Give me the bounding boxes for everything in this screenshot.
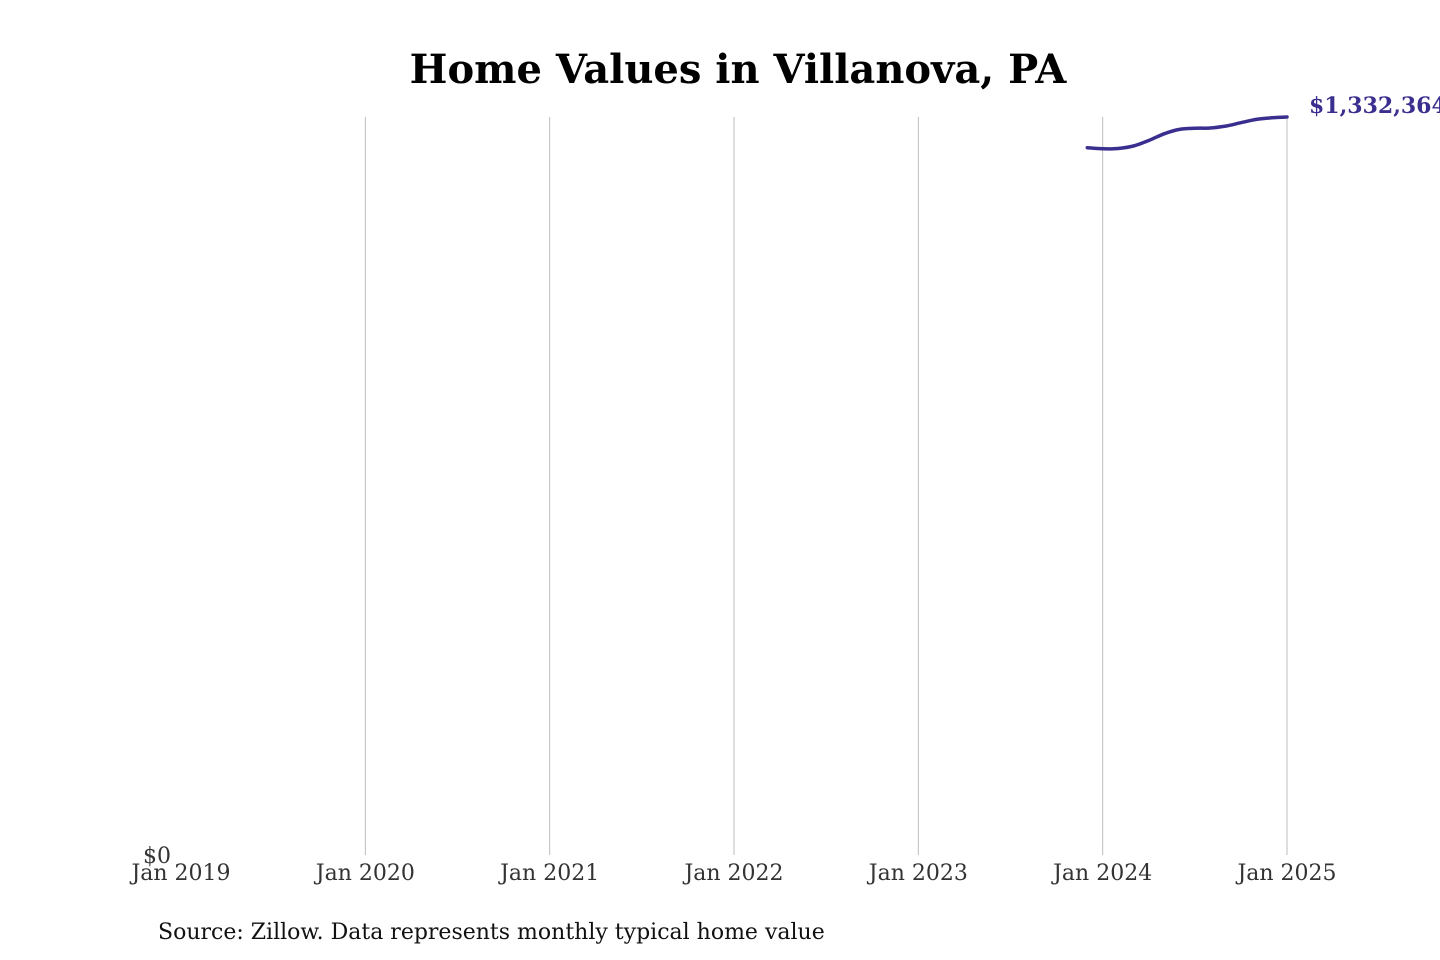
- gridlines: [364, 117, 1288, 855]
- x-tick-label: Jan 2019: [129, 861, 230, 886]
- x-axis-tick-labels: Jan 2019 Jan 2020 Jan 2021 Jan 2022 Jan 2023…: [129, 861, 1336, 886]
- x-tick-label: Jan 2022: [682, 861, 783, 886]
- y-tick-label: $0: [143, 844, 171, 869]
- x-tick-label: Jan 2021: [498, 861, 599, 886]
- x-tick-label: Jan 2020: [314, 861, 415, 886]
- series-group: [1085, 115, 1289, 151]
- chart-title: Home Values in Villanova, PA: [410, 46, 1068, 93]
- x-tick-label: Jan 2023: [867, 861, 968, 886]
- y-axis-tick-labels: $0: [143, 844, 171, 869]
- source-note: Source: Zillow. Data represents monthly …: [158, 920, 825, 945]
- last-value-label: $1,332,364: [1309, 93, 1440, 119]
- series-line: [1085, 115, 1289, 151]
- x-tick-label: Jan 2025: [1235, 861, 1336, 886]
- x-tick-label: Jan 2024: [1051, 861, 1152, 886]
